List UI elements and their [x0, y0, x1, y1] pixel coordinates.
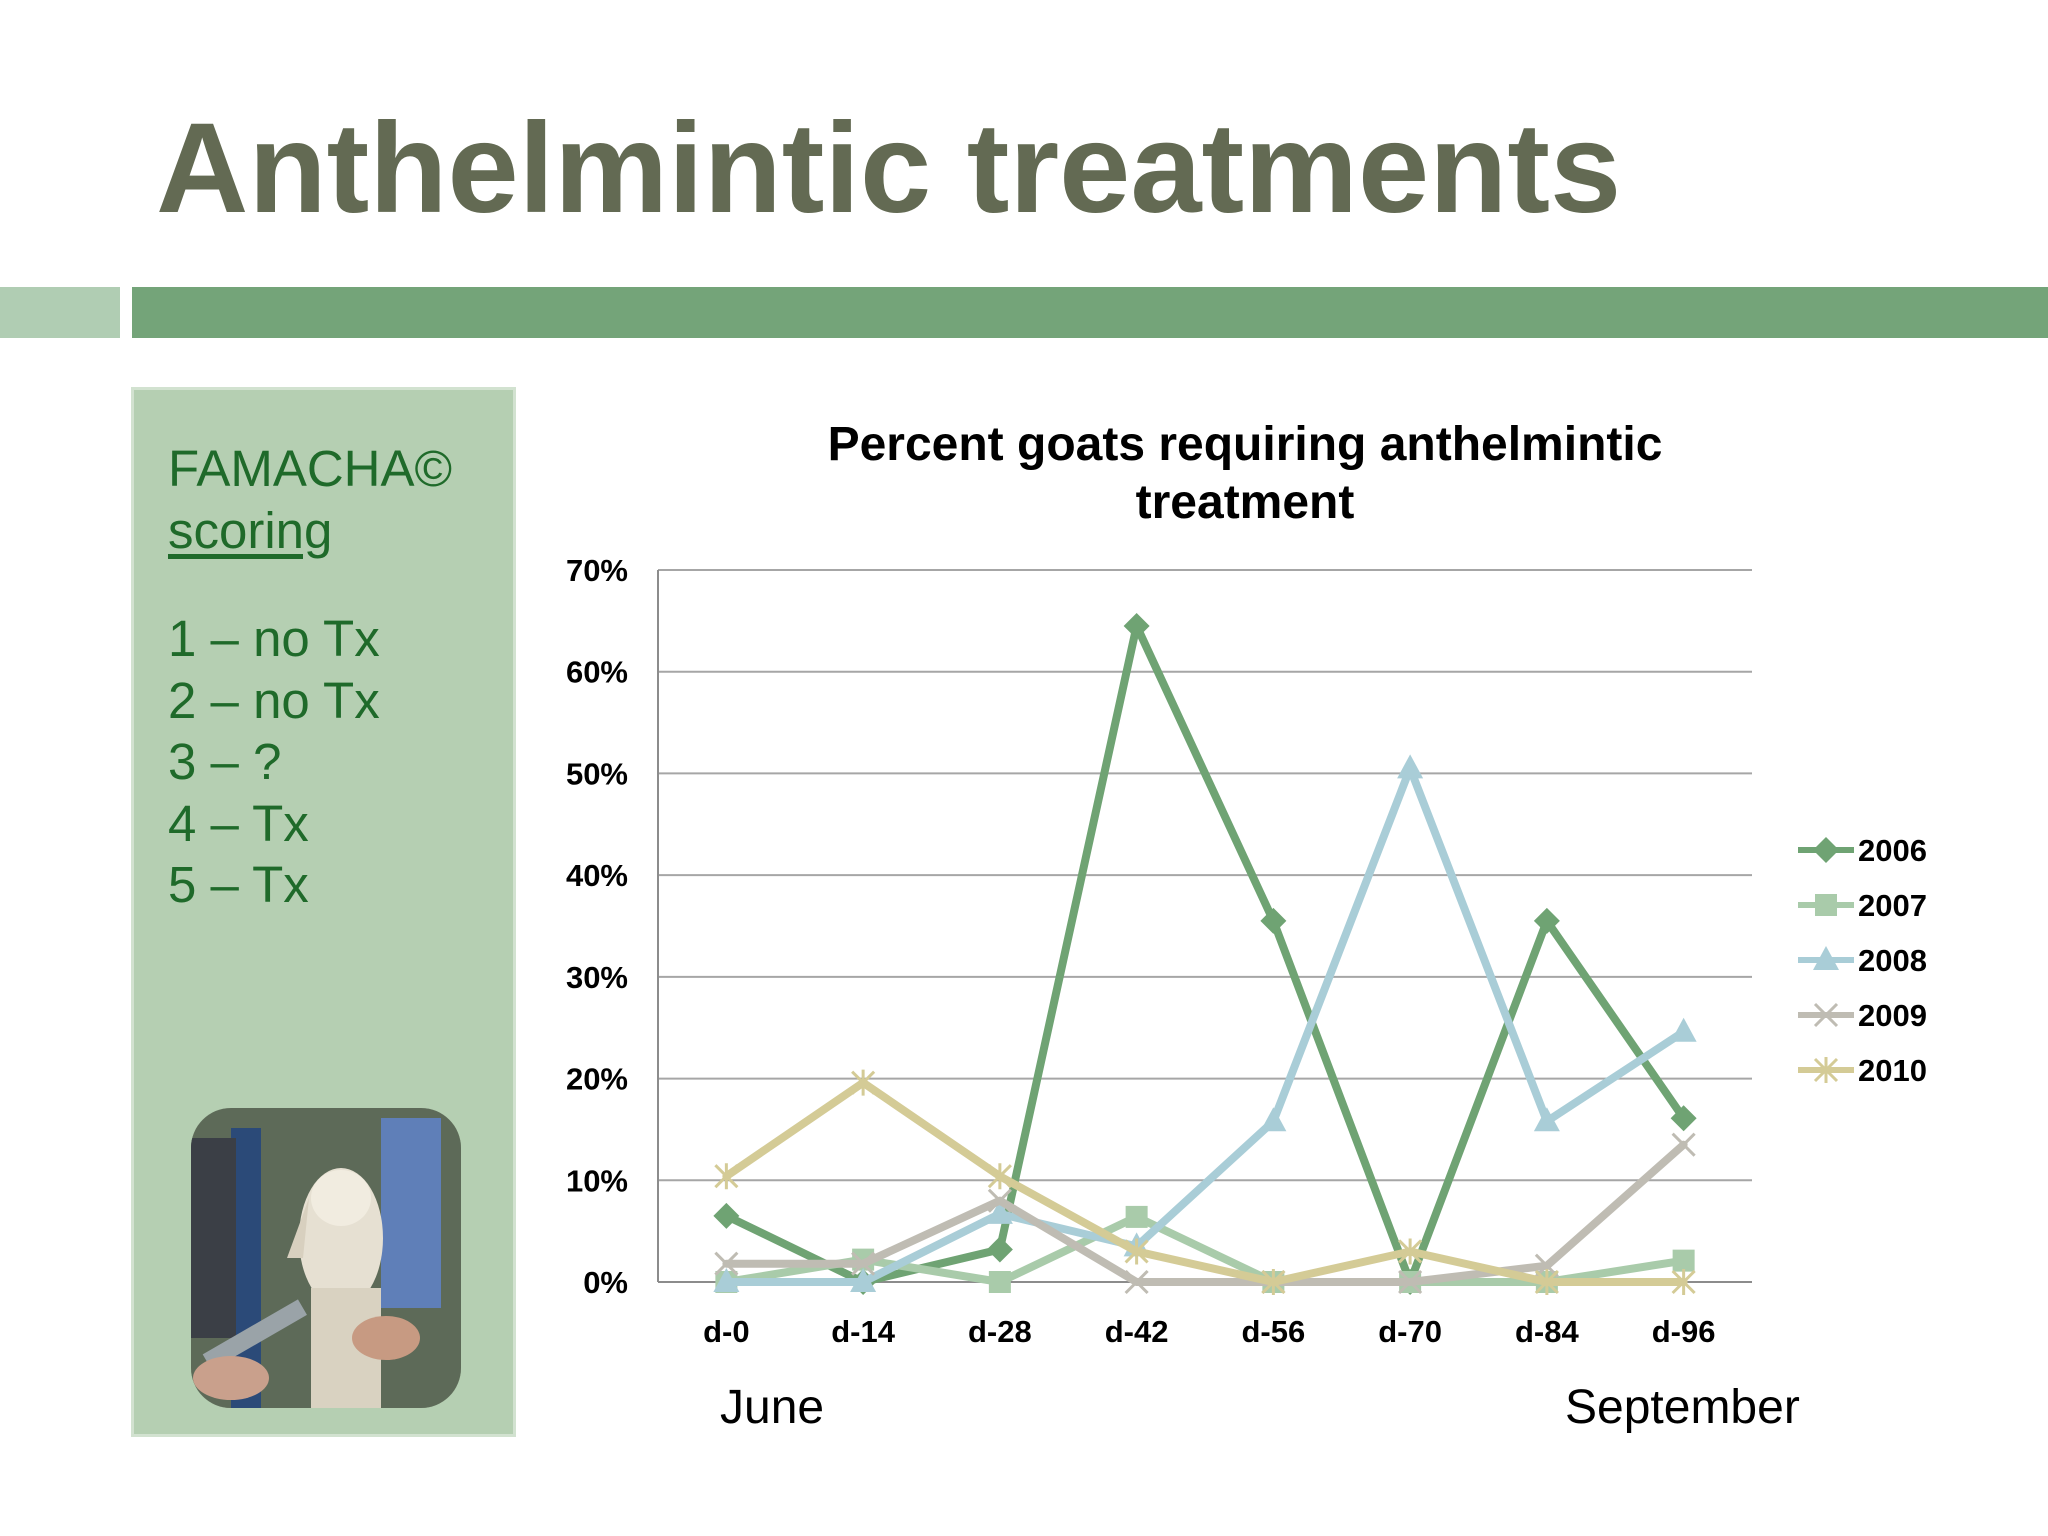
data-point-2006 — [1533, 907, 1560, 934]
data-point-2010 — [851, 1069, 876, 1096]
y-tick-label: 30% — [566, 960, 628, 995]
legend-item: 2009 — [1798, 998, 1927, 1033]
title-accent-bar-left — [0, 287, 120, 338]
start-month-label: June — [720, 1381, 825, 1434]
legend-marker — [1815, 894, 1837, 916]
data-point-2008 — [1533, 1107, 1560, 1132]
series-2009 — [714, 1132, 1696, 1295]
x-tick-label: d-42 — [1105, 1314, 1169, 1349]
series-line-2006 — [722, 621, 1688, 1286]
legend-label: 2009 — [1858, 998, 1927, 1033]
chart-title-line-2: treatment — [1136, 476, 1355, 529]
slide-title: Anthelmintic treatments — [156, 97, 1622, 240]
data-point-2006 — [986, 1236, 1013, 1263]
famacha-heading-link: scoring — [168, 502, 333, 559]
legend-label: 2008 — [1858, 943, 1927, 978]
data-point-2010 — [1534, 1269, 1559, 1295]
legend-item: 2006 — [1798, 833, 1927, 868]
famacha-score-list: 1 – no Tx 2 – no Tx 3 – ? 4 – Tx 5 – Tx — [168, 608, 380, 916]
legend-marker — [1813, 1002, 1839, 1028]
data-point-2008 — [1260, 1107, 1287, 1132]
y-tick-label: 60% — [566, 655, 628, 690]
chart-title-line-1: Percent goats requiring anthelmintic — [828, 418, 1663, 471]
data-point-2006 — [713, 1202, 740, 1229]
legend-label: 2006 — [1858, 833, 1927, 868]
data-point-2009 — [987, 1188, 1012, 1213]
score-item: 3 – ? — [168, 733, 282, 790]
gridlines — [657, 569, 1752, 1283]
data-point-2009 — [1398, 1269, 1423, 1295]
famacha-heading: FAMACHA© scoring — [168, 438, 452, 562]
score-item: 1 – no Tx — [168, 610, 380, 667]
data-point-2009 — [1671, 1132, 1696, 1157]
famacha-heading-title: FAMACHA© — [168, 440, 453, 497]
y-axis-ticks: 0% 10% 20% 30% 40% 50% 60% 70% — [566, 553, 628, 1300]
x-axis-ticks: d-0 d-14 d-28 d-42 d-56 d-70 d-84 d-96 — [703, 1314, 1715, 1349]
series-line-2007 — [722, 1212, 1688, 1286]
y-tick-label: 20% — [566, 1062, 628, 1097]
chart-title: Percent goats requiring anthelmintic tre… — [828, 418, 1663, 529]
x-tick-label: d-28 — [968, 1314, 1032, 1349]
data-point-2009 — [714, 1251, 739, 1276]
x-tick-label: d-96 — [1652, 1314, 1716, 1349]
series-2008 — [713, 754, 1697, 1292]
legend-marker — [1813, 837, 1839, 863]
legend-item: 2008 — [1798, 943, 1927, 978]
score-item: 4 – Tx — [168, 794, 309, 852]
y-tick-label: 50% — [566, 756, 628, 791]
legend-marker — [1813, 946, 1839, 970]
famacha-panel: FAMACHA© scoring 1 – no Tx 2 – no Tx 3 –… — [131, 387, 516, 1437]
score-item: 5 – Tx — [168, 856, 309, 913]
series-layer — [713, 612, 1697, 1295]
data-point-2008 — [713, 1268, 740, 1292]
data-point-2010 — [1124, 1238, 1149, 1265]
data-point-2008 — [850, 1268, 877, 1292]
chart-legend: 2006 2007 2008 2009 2010 — [1798, 833, 1927, 1088]
data-point-2010 — [1671, 1269, 1696, 1295]
data-point-2010 — [987, 1163, 1012, 1190]
legend-marker — [1813, 1057, 1839, 1083]
treatment-line-chart: Percent goats requiring anthelmintic tre… — [566, 418, 1927, 1349]
x-tick-label: d-84 — [1515, 1314, 1580, 1349]
y-tick-label: 10% — [566, 1163, 628, 1198]
x-tick-label: d-56 — [1242, 1314, 1306, 1349]
y-tick-label: 40% — [566, 858, 628, 893]
series-line-2008 — [722, 764, 1688, 1286]
series-line-2010 — [722, 1078, 1688, 1286]
legend-item: 2007 — [1798, 888, 1927, 923]
x-tick-label: d-14 — [831, 1314, 896, 1349]
data-point-2008 — [986, 1199, 1013, 1224]
x-tick-label: d-0 — [703, 1314, 750, 1349]
legend-label: 2007 — [1858, 888, 1927, 923]
data-point-2010 — [1261, 1269, 1286, 1295]
data-point-2010 — [1398, 1238, 1423, 1265]
title-accent-bar — [132, 287, 2048, 338]
data-point-2006 — [1123, 612, 1150, 639]
series-2006 — [713, 612, 1697, 1295]
data-point-2007 — [988, 1271, 1011, 1293]
legend-item: 2010 — [1798, 1053, 1927, 1088]
x-tick-label: d-70 — [1378, 1314, 1442, 1349]
goat-photo — [191, 1108, 461, 1408]
goat-photo-illustration — [191, 1108, 461, 1408]
score-item: 2 – no Tx — [168, 671, 380, 729]
data-point-2006 — [1670, 1105, 1697, 1132]
data-point-2007 — [1672, 1249, 1695, 1272]
data-point-2009 — [1124, 1269, 1149, 1295]
data-point-2008 — [1670, 1017, 1697, 1042]
data-point-2008 — [1397, 754, 1424, 779]
series-2010 — [714, 1069, 1696, 1295]
series-line-2009 — [722, 1140, 1688, 1286]
data-point-2006 — [1260, 907, 1287, 934]
y-tick-label: 70% — [566, 553, 628, 588]
data-point-2009 — [851, 1251, 876, 1276]
end-month-label: September — [1565, 1381, 1800, 1434]
legend-label: 2010 — [1858, 1053, 1927, 1088]
y-tick-label: 0% — [583, 1265, 628, 1300]
data-point-2010 — [714, 1163, 739, 1190]
data-point-2007 — [1125, 1205, 1148, 1228]
